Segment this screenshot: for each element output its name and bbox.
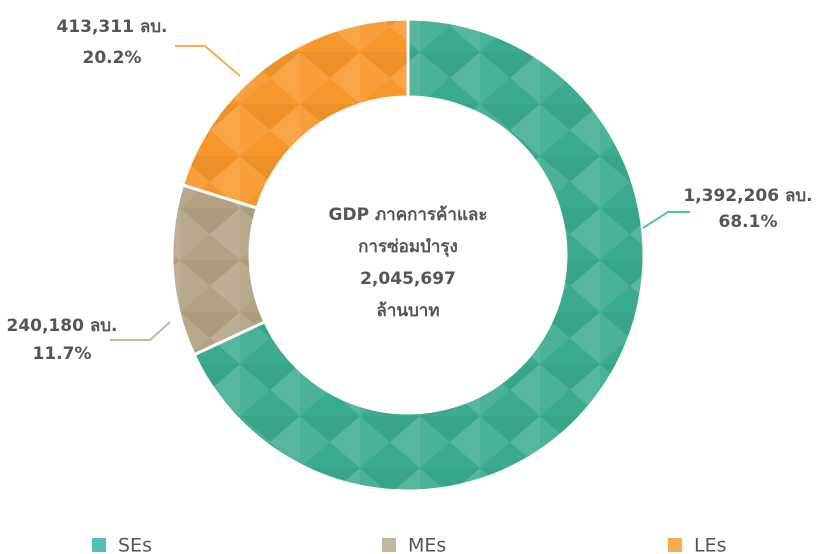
value-label: 413,311 ลบ. <box>56 17 167 37</box>
center-text: ล้านบาท <box>376 301 439 321</box>
center-text: GDP ภาคการค้าและ <box>329 205 488 225</box>
legend-swatch <box>668 538 682 552</box>
center-text: การซ่อมบำรุง <box>358 237 458 257</box>
leader-line <box>110 321 171 341</box>
percent-label: 20.2% <box>83 48 142 68</box>
value-label: 240,180 ลบ. <box>6 316 117 336</box>
segment-texture <box>194 19 644 491</box>
legend-label: LEs <box>694 535 727 554</box>
legend-label: SEs <box>118 535 152 554</box>
leader-line <box>642 211 690 229</box>
legend-swatch <box>382 538 396 552</box>
percent-label: 68.1% <box>719 212 778 232</box>
segment-texture <box>182 19 408 209</box>
percent-label: 11.7% <box>33 344 92 364</box>
leader-line <box>175 45 241 77</box>
segment-texture <box>172 184 265 355</box>
center-text: 2,045,697 <box>360 269 456 289</box>
legend-swatch <box>92 538 106 552</box>
legend-label: MEs <box>408 535 446 554</box>
value-label: 1,392,206 ลบ. <box>683 186 812 206</box>
